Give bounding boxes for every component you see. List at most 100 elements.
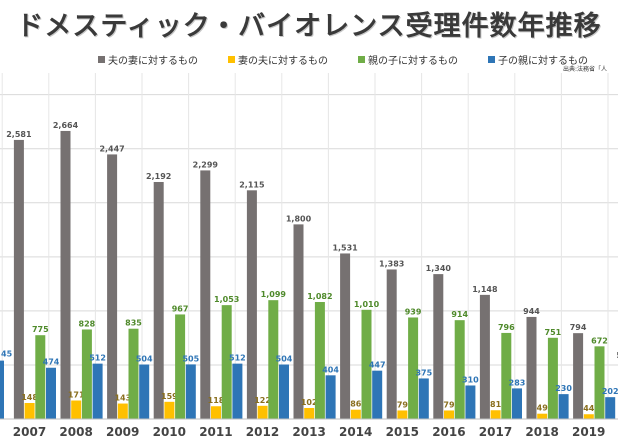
bar	[418, 378, 429, 419]
x-tick-label: 2015	[386, 425, 419, 439]
bar	[386, 269, 397, 419]
x-tick-label: 2009	[106, 425, 139, 439]
data-label: 310	[462, 375, 479, 384]
data-label: 1,099	[261, 290, 287, 299]
bar	[128, 328, 139, 419]
bar	[71, 400, 82, 419]
data-label: 512	[229, 354, 246, 363]
data-label: 1,340	[426, 264, 452, 273]
data-label: 171	[68, 391, 85, 400]
bar	[526, 316, 537, 419]
data-label: 672	[591, 336, 608, 345]
legend-swatch	[228, 55, 235, 63]
legend-label: 夫の妻に対するもの	[108, 55, 198, 67]
bar	[232, 363, 243, 419]
data-label: 102	[301, 398, 318, 407]
bar	[13, 139, 24, 419]
data-label: 794	[570, 323, 587, 332]
legend-item-husband-wife: 夫の妻に対するもの	[98, 52, 198, 67]
bar	[314, 302, 325, 419]
data-label: 967	[172, 304, 189, 313]
data-label: 1,148	[472, 285, 498, 294]
bar	[24, 402, 35, 419]
data-label: 751	[545, 328, 562, 337]
bar	[185, 364, 196, 419]
bar	[340, 253, 351, 419]
bar	[325, 375, 336, 419]
bar	[454, 320, 465, 419]
x-tick-label: 2008	[59, 425, 92, 439]
legend-item-wife-husband: 妻の夫に対するもの	[228, 52, 328, 67]
bar	[433, 274, 444, 419]
legend-item-parent-child: 親の子に対するもの	[358, 52, 458, 67]
source-note: 出典:法務省「人	[563, 66, 608, 73]
bar	[293, 224, 304, 419]
data-label: 796	[498, 323, 515, 332]
data-label: 202	[602, 387, 618, 396]
data-label: 538	[616, 351, 618, 360]
data-label: 2,192	[146, 172, 171, 181]
data-label: 775	[32, 325, 49, 334]
x-tick-label: 2011	[199, 425, 232, 439]
x-tick-label: 2007	[13, 425, 46, 439]
bar	[512, 388, 522, 419]
legend-swatch	[98, 55, 105, 63]
bar	[479, 294, 490, 419]
bar	[164, 401, 175, 419]
data-label: 944	[523, 307, 540, 316]
bar	[583, 414, 594, 419]
x-tick-label: 2012	[246, 425, 279, 439]
data-label: 122	[254, 396, 271, 405]
data-label: 143	[114, 394, 131, 403]
data-label-partial: 45	[1, 350, 13, 359]
data-label: 159	[161, 392, 178, 401]
data-label: 2,447	[99, 144, 124, 153]
bar	[573, 333, 584, 419]
bar	[257, 405, 268, 419]
data-label: 1,800	[286, 214, 312, 223]
bar	[372, 370, 383, 419]
bar	[246, 190, 257, 419]
data-label: 44	[583, 404, 595, 413]
data-label: 148	[21, 393, 38, 402]
bar	[81, 329, 92, 419]
bar	[397, 410, 408, 419]
data-label: 2,299	[193, 160, 219, 169]
x-tick-label: 2010	[153, 425, 186, 439]
bar	[594, 346, 605, 419]
x-tick-label: 2014	[339, 425, 372, 439]
data-label: 118	[208, 396, 225, 405]
bar	[279, 364, 289, 419]
bar	[153, 181, 164, 419]
bar	[60, 130, 71, 419]
data-label: 504	[276, 355, 293, 364]
bar	[444, 410, 454, 419]
data-label: 2,664	[53, 121, 79, 130]
data-label: 1,053	[214, 295, 239, 304]
bar	[605, 397, 616, 419]
x-tick-label: 2017	[479, 425, 512, 439]
data-label: 939	[405, 307, 422, 316]
bar	[211, 406, 221, 419]
data-label: 828	[79, 319, 96, 328]
data-label: 474	[43, 358, 60, 367]
bar	[117, 403, 128, 419]
data-label: 1,010	[354, 300, 380, 309]
x-tick-label: 2013	[292, 425, 325, 439]
bar	[537, 413, 548, 419]
data-label: 375	[415, 368, 432, 377]
bar	[408, 317, 419, 419]
data-label: 504	[136, 355, 153, 364]
data-label: 1,383	[379, 259, 404, 268]
legend-label: 子の親に対するもの	[498, 55, 588, 67]
bar	[501, 332, 512, 419]
bar	[200, 170, 211, 419]
data-label: 505	[182, 354, 199, 363]
bar	[139, 364, 150, 419]
bar	[175, 314, 186, 419]
bar	[46, 367, 56, 419]
data-label: 79	[443, 400, 455, 409]
data-label: 1,082	[307, 292, 332, 301]
bar	[35, 335, 46, 419]
